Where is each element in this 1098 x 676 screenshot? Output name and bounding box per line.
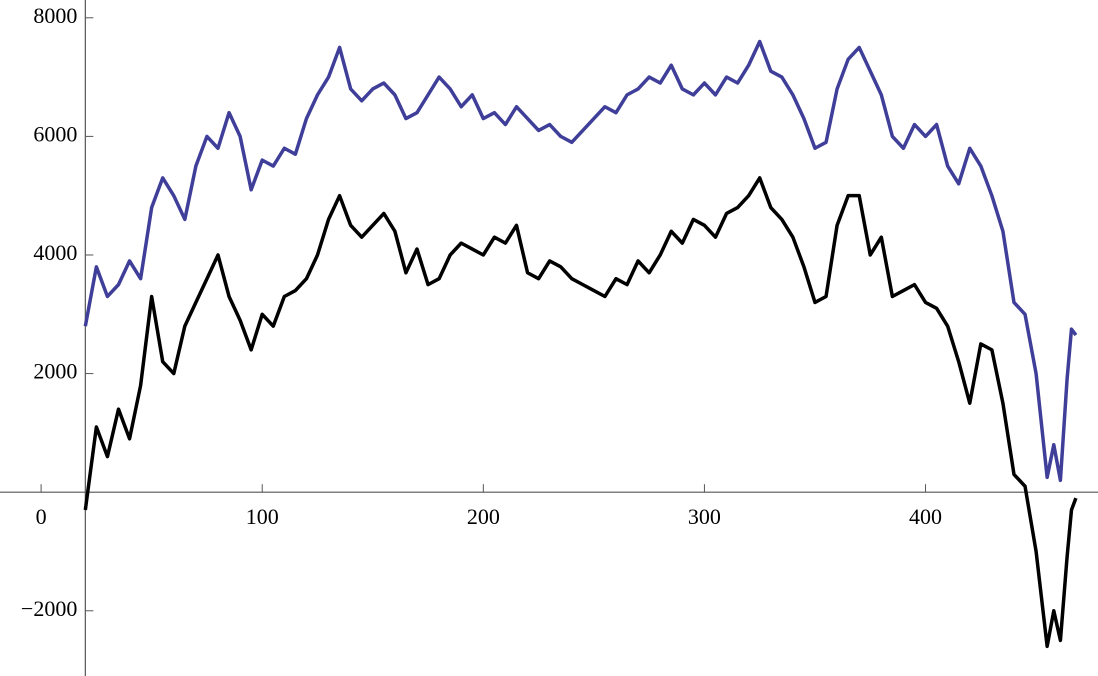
- y-tick-label: 2000: [33, 359, 77, 384]
- y-tick-label: 8000: [33, 3, 77, 28]
- x-tick-label: 0: [36, 504, 47, 529]
- x-tick-label: 200: [467, 504, 500, 529]
- line-series: [83, 39, 1078, 483]
- x-tick-label: 100: [246, 504, 279, 529]
- y-tick-label: 6000: [33, 121, 77, 146]
- x-tick-label: 400: [909, 504, 942, 529]
- y-tick-label: 4000: [33, 240, 77, 265]
- line-series: [83, 176, 1078, 649]
- y-tick-label: −2000: [21, 596, 77, 621]
- x-tick-label: 300: [688, 504, 721, 529]
